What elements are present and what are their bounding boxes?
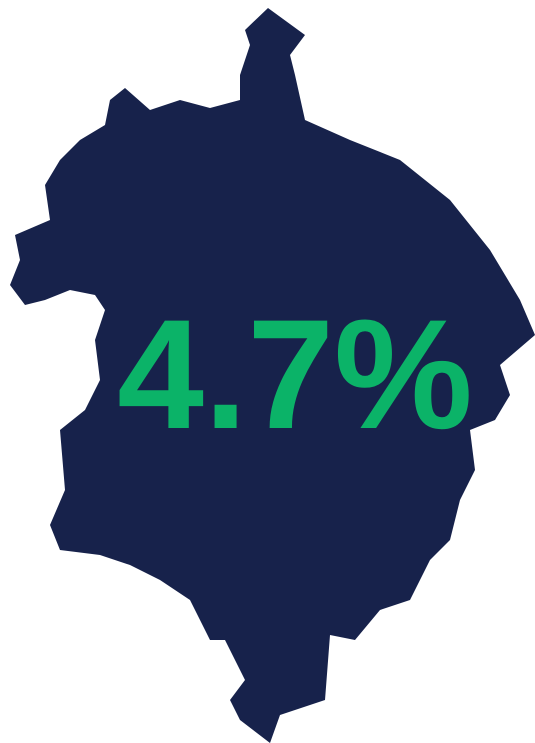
stat-label: 4.7% (117, 288, 473, 462)
region-shape (10, 8, 535, 743)
